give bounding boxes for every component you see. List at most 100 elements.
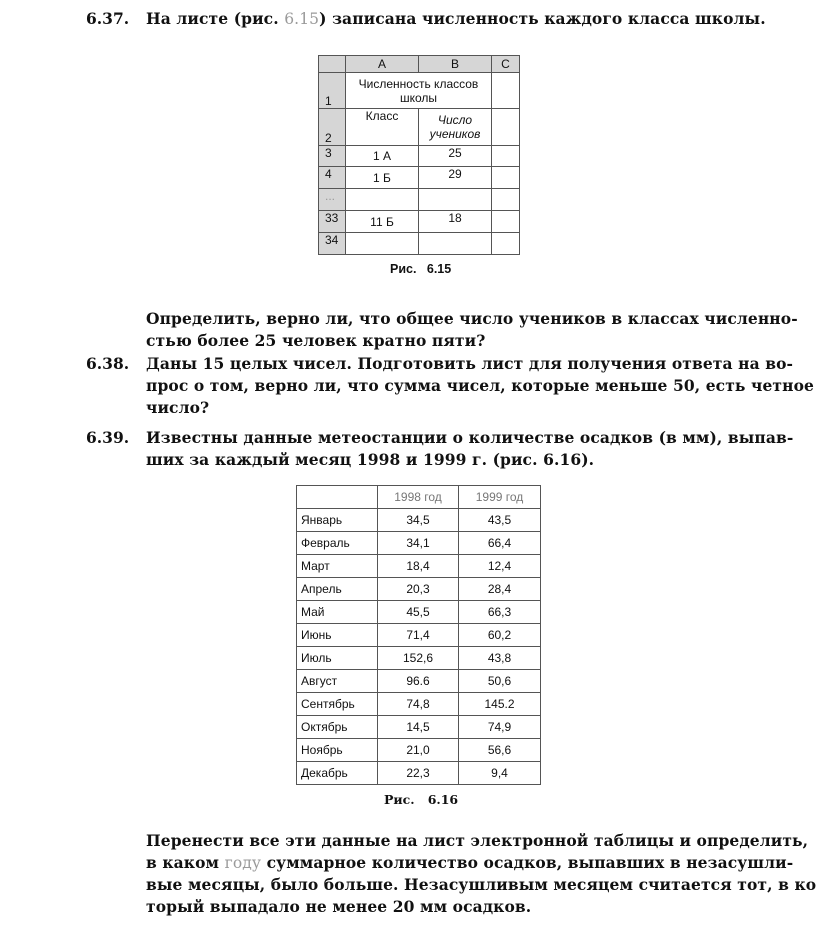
column-header: 1998 год <box>377 485 459 509</box>
value-cell: 56,6 <box>458 738 541 762</box>
cell: 25 <box>418 145 492 167</box>
value-cell: 21,0 <box>377 738 459 762</box>
month-cell: Октябрь <box>296 715 378 739</box>
cell <box>345 232 419 255</box>
task-number: 6.39. <box>86 428 130 447</box>
task-text: На листе (рис. 6.15) записана численност… <box>146 9 766 28</box>
text: суммарное количество осадков, выпавших в… <box>261 853 794 872</box>
table-row: Декабрь 22,3 9,4 <box>296 761 541 785</box>
text: На листе (рис. <box>146 9 285 28</box>
figure-link[interactable]: 6.15 <box>284 10 320 28</box>
cell <box>418 232 492 255</box>
figure-caption: Рис. 6.16 <box>384 792 459 807</box>
cell: 11 Б <box>345 210 419 233</box>
value-cell: 43,8 <box>458 646 541 670</box>
column-header: A <box>345 55 419 73</box>
value-cell: 12,4 <box>458 554 541 578</box>
value-cell: 71,4 <box>377 623 459 647</box>
value-cell: 9,4 <box>458 761 541 785</box>
text: в каком <box>146 853 225 872</box>
month-cell: Май <box>296 600 378 624</box>
month-cell: Апрель <box>296 577 378 601</box>
header-row: 1998 год 1999 год <box>296 485 541 509</box>
header-cell: Класс <box>345 108 419 146</box>
table-row: Июль 152,6 43,8 <box>296 646 541 670</box>
text-line: Определить, верно ли, что общее число уч… <box>146 309 798 328</box>
cell <box>491 188 520 211</box>
row-header: ... <box>318 188 346 211</box>
corner-cell <box>318 55 346 73</box>
cell <box>491 166 520 189</box>
row-header: 3 <box>318 145 346 167</box>
cell: 18 <box>418 210 492 233</box>
cell <box>491 210 520 233</box>
cell <box>491 232 520 255</box>
value-cell: 152,6 <box>377 646 459 670</box>
month-cell: Июль <box>296 646 378 670</box>
table-row: Март 18,4 12,4 <box>296 554 541 578</box>
month-cell: Декабрь <box>296 761 378 785</box>
value-cell: 145.2 <box>458 692 541 716</box>
text-line: прос о том, верно ли, что сумма чисел, к… <box>146 376 814 395</box>
value-cell: 45,5 <box>377 600 459 624</box>
month-cell: Июнь <box>296 623 378 647</box>
text: ) записана численность каждого класса шк… <box>319 9 766 28</box>
table-row: Апрель 20,3 28,4 <box>296 577 541 601</box>
text-line: вые месяцы, было больше. Незасушливым ме… <box>146 875 816 894</box>
cell <box>418 188 492 211</box>
value-cell: 60,2 <box>458 623 541 647</box>
title-cell: Численность классов школы <box>345 72 492 109</box>
value-cell: 66,3 <box>458 600 541 624</box>
value-cell: 14,5 <box>377 715 459 739</box>
table-row: Ноябрь 21,0 56,6 <box>296 738 541 762</box>
row-header: 2 <box>318 108 346 146</box>
text-line: Перенести все эти данные на лист электро… <box>146 831 809 850</box>
cell <box>491 145 520 167</box>
table-row: Февраль 34,1 66,4 <box>296 531 541 555</box>
table-row: Июнь 71,4 60,2 <box>296 623 541 647</box>
cell: 1 Б <box>345 166 419 189</box>
month-cell: Сентябрь <box>296 692 378 716</box>
row-header: 1 <box>318 72 346 109</box>
value-cell: 96.6 <box>377 669 459 693</box>
column-header: 1999 год <box>458 485 541 509</box>
value-cell: 18,4 <box>377 554 459 578</box>
row-header: 33 <box>318 210 346 233</box>
value-cell: 20,3 <box>377 577 459 601</box>
table-row: Октябрь 14,5 74,9 <box>296 715 541 739</box>
value-cell: 34,1 <box>377 531 459 555</box>
precipitation-table: 1998 год 1999 год Январь 34,5 43,5 Февраль 34,… <box>296 485 541 785</box>
task-number: 6.38. <box>86 354 130 373</box>
text-line: Известны данные метеостанции о количеств… <box>146 428 794 447</box>
value-cell: 43,5 <box>458 508 541 532</box>
value-cell: 74,8 <box>377 692 459 716</box>
cell: 29 <box>418 166 492 189</box>
table-row: Август 96.6 50,6 <box>296 669 541 693</box>
text-line: в каком году суммарное количество осадко… <box>146 853 793 872</box>
column-header: B <box>418 55 492 73</box>
figure-caption: Рис. 6.15 <box>390 262 452 276</box>
cell <box>491 72 520 109</box>
cell <box>491 108 520 146</box>
month-cell: Август <box>296 669 378 693</box>
text-line: торый выпадало не менее 20 мм осадков. <box>146 897 532 916</box>
value-cell: 22,3 <box>377 761 459 785</box>
value-cell: 66,4 <box>458 531 541 555</box>
value-cell: 28,4 <box>458 577 541 601</box>
link-word[interactable]: году <box>224 854 262 872</box>
text-line: Даны 15 целых чисел. Подготовить лист дл… <box>146 354 794 373</box>
header-cell: Число учеников <box>418 108 492 146</box>
month-cell: Февраль <box>296 531 378 555</box>
value-cell: 50,6 <box>458 669 541 693</box>
text-line: число? <box>146 398 210 417</box>
table-row: Май 45,5 66,3 <box>296 600 541 624</box>
text-line: ших за каждый месяц 1998 и 1999 г. (рис.… <box>146 450 595 469</box>
column-header: C <box>491 55 520 73</box>
row-header: 4 <box>318 166 346 189</box>
cell: 1 А <box>345 145 419 167</box>
month-cell: Март <box>296 554 378 578</box>
table-row: Январь 34,5 43,5 <box>296 508 541 532</box>
value-cell: 74,9 <box>458 715 541 739</box>
value-cell: 34,5 <box>377 508 459 532</box>
